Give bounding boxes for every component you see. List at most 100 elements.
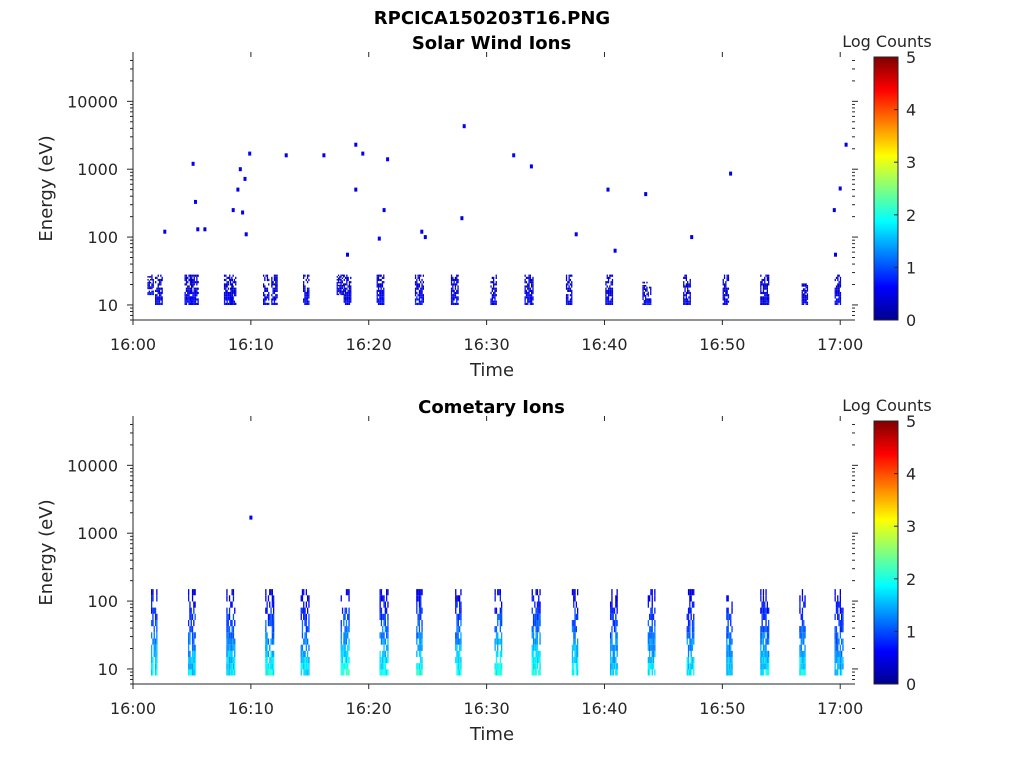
spectrogram-cell xyxy=(263,285,265,288)
spectrogram-cell xyxy=(421,302,423,305)
spectrogram-cell xyxy=(193,296,195,299)
spectrogram-cell xyxy=(731,601,733,608)
spectrogram-cell xyxy=(539,632,541,639)
spectrogram-cell xyxy=(228,657,231,664)
spectrogram-cell xyxy=(577,607,579,614)
spectrogram-cell xyxy=(154,669,157,676)
spectrogram-cell xyxy=(337,293,340,296)
spectrogram-cell xyxy=(190,613,192,620)
spectrogram-cell xyxy=(197,298,199,301)
spectrogram-cell xyxy=(532,283,534,286)
spectrogram-cell xyxy=(531,632,533,639)
spectrogram-cell xyxy=(420,302,422,305)
spectrogram-cell xyxy=(227,296,230,299)
spectrogram-cell xyxy=(650,300,652,302)
spectrogram-cell xyxy=(193,281,195,284)
spectrogram-cell xyxy=(308,595,310,602)
spectrogram-cell xyxy=(722,278,724,282)
spectrogram-cell xyxy=(725,283,727,286)
spectrogram-cell xyxy=(229,300,232,303)
spectrogram-cell xyxy=(420,613,422,620)
spectrogram-cell xyxy=(265,620,267,627)
spectrogram-cell xyxy=(379,595,381,602)
spectrogram-cell xyxy=(688,283,690,286)
spectrogram-cell xyxy=(690,644,692,651)
spectrogram-cell xyxy=(800,638,802,645)
spectrogram-cell xyxy=(271,281,273,284)
spectrogram-cell xyxy=(690,657,692,664)
spectrogram-cell xyxy=(376,285,378,288)
spectrogram-cell xyxy=(607,294,610,297)
spectrogram-cell xyxy=(687,589,690,596)
spectrogram-cell xyxy=(460,644,462,651)
spectrogram-cell xyxy=(762,285,765,288)
spectrogram-cell xyxy=(336,286,338,288)
spectrogram-cell xyxy=(383,669,385,676)
spectrogram-cell xyxy=(535,626,537,633)
spectrogram-cell xyxy=(573,638,575,645)
spectrogram-cell xyxy=(577,613,579,620)
spectrogram-cell xyxy=(761,638,763,645)
spectrogram-cell xyxy=(383,291,385,295)
spectrogram-cell xyxy=(650,288,652,290)
spectrogram-cell xyxy=(340,284,342,287)
spectrogram-point xyxy=(462,124,466,129)
spectrogram-cell xyxy=(193,607,195,614)
spectrogram-cell xyxy=(654,669,656,676)
spectrogram-cell xyxy=(762,296,765,299)
spectrogram-cell xyxy=(450,278,453,282)
spectrogram-cell xyxy=(383,298,385,301)
spectrogram-cell xyxy=(193,650,195,657)
spectrogram-cell xyxy=(148,276,150,278)
spectrogram-cell xyxy=(229,281,232,284)
spectrogram-cell xyxy=(683,285,685,288)
spectrogram-cell xyxy=(416,638,418,645)
spectrogram-cell xyxy=(306,274,309,277)
spectrogram-cell xyxy=(271,285,273,288)
spectrogram-cell xyxy=(616,650,618,657)
spectrogram-cell xyxy=(379,283,381,286)
spectrogram-cell xyxy=(414,294,417,297)
spectrogram-cell xyxy=(801,657,804,664)
spectrogram-cell xyxy=(147,292,149,294)
spectrogram-cell xyxy=(837,300,839,303)
spectrogram-cell xyxy=(376,291,378,295)
spectrogram-cell xyxy=(456,644,458,651)
spectrogram-cell xyxy=(764,657,766,664)
spectrogram-cell xyxy=(835,607,838,614)
spectrogram-cell xyxy=(230,632,232,639)
spectrogram-cell xyxy=(417,632,419,639)
spectrogram-cell xyxy=(727,595,729,602)
spectrogram-cell xyxy=(536,626,539,633)
spectrogram-cell xyxy=(151,286,153,288)
spectrogram-cell xyxy=(276,281,278,284)
spectrogram-cell xyxy=(802,303,805,305)
colorbar-label: Log Counts xyxy=(842,396,932,415)
spectrogram-cell xyxy=(188,289,190,292)
spectrogram-cell xyxy=(652,644,655,651)
panel-title: Cometary Ions xyxy=(418,397,565,418)
spectrogram-cell xyxy=(346,296,348,299)
spectrogram-cell xyxy=(722,283,724,286)
spectrogram-cell xyxy=(450,274,453,277)
spectrogram-cell xyxy=(226,657,228,664)
spectrogram-cell xyxy=(197,274,199,277)
spectrogram-cell xyxy=(193,663,195,670)
spectrogram-cell xyxy=(416,607,418,614)
spectrogram-cell xyxy=(606,281,608,284)
spectrogram-cell xyxy=(838,613,840,620)
spectrogram-cell xyxy=(686,613,688,620)
spectrogram-cell xyxy=(234,644,236,651)
spectrogram-cell xyxy=(569,300,572,303)
spectrogram-cell xyxy=(802,285,805,287)
spectrogram-cell xyxy=(452,294,454,297)
spectrogram-cell xyxy=(727,644,729,651)
spectrogram-cell xyxy=(683,294,685,297)
spectrogram-cell xyxy=(612,669,614,676)
spectrogram-cell xyxy=(194,302,197,305)
spectrogram-cell xyxy=(267,663,270,670)
spectrogram-cell xyxy=(725,294,727,297)
spectrogram-cell xyxy=(456,300,458,303)
spectrogram-cell xyxy=(650,638,652,645)
